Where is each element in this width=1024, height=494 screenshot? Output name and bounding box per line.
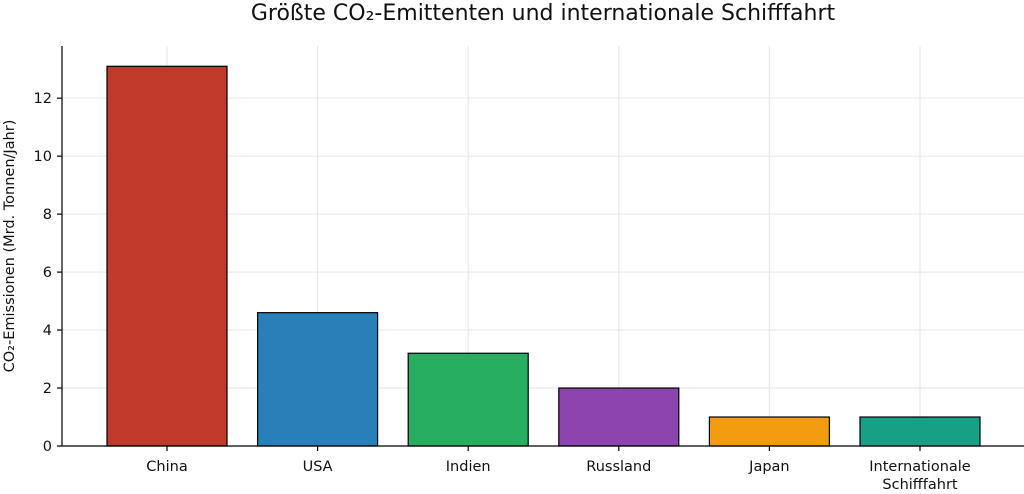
y-tick-label: 6 bbox=[43, 265, 52, 281]
x-tick-label: Japan bbox=[748, 459, 789, 475]
y-tick-label: 8 bbox=[43, 207, 52, 223]
bar bbox=[257, 312, 379, 447]
x-tick-label: USA bbox=[303, 459, 333, 475]
y-axis-title: CO₂-Emissionen (Mrd. Tonnen/Jahr) bbox=[2, 120, 18, 373]
bar bbox=[708, 416, 831, 447]
y-tick-label: 2 bbox=[43, 381, 52, 397]
y-tick-label: 10 bbox=[34, 149, 52, 165]
y-tick-label: 12 bbox=[34, 91, 52, 107]
axes bbox=[61, 46, 1024, 447]
y-tick-label: 4 bbox=[43, 323, 52, 339]
x-tick-label: Indien bbox=[446, 459, 491, 475]
x-tick-label: Russland bbox=[586, 459, 651, 475]
x-ticks: China USA Indien Russland Japan International… bbox=[146, 446, 971, 493]
chart-title: Größte CO₂-Emittenten und internationale… bbox=[251, 1, 836, 26]
x-tick-label: China bbox=[146, 459, 187, 475]
y-tick-label: 0 bbox=[43, 439, 52, 455]
bars bbox=[106, 65, 981, 447]
x-tick-label: Internationale Schifffahrt bbox=[869, 459, 971, 493]
bar bbox=[407, 352, 529, 447]
bar bbox=[859, 416, 981, 447]
bar bbox=[558, 387, 680, 447]
bar bbox=[106, 65, 228, 447]
y-ticks: 0 2 4 6 8 10 12 bbox=[34, 91, 62, 455]
